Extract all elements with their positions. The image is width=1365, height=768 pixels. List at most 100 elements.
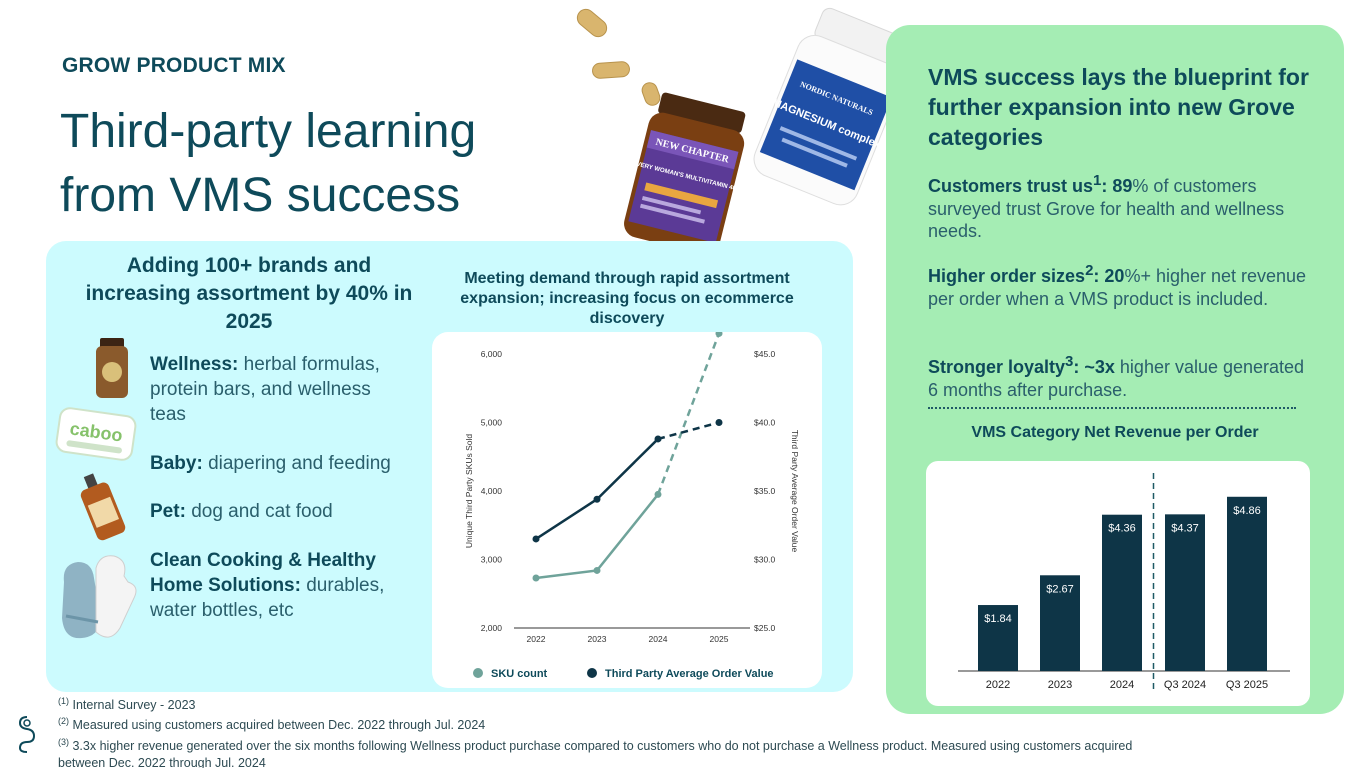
footnote-number: (2) [58, 716, 69, 726]
x-tick-label: 2024 [1110, 679, 1134, 691]
capsule-icon [591, 60, 631, 80]
grove-logo-icon [14, 714, 40, 754]
stat-label: Customers trust us [928, 176, 1094, 196]
x-tick-label: 2024 [649, 634, 668, 644]
footnote-1: (1) Internal Survey - 2023 [58, 693, 195, 714]
stat-description: % of customers surveyed trust Grove for … [928, 176, 1285, 241]
category-label: Baby: [150, 453, 203, 474]
vms-success-heading: VMS success lays the blueprint for furth… [928, 64, 1309, 150]
category-description: herbal formulas, protein bars, and welln… [150, 354, 380, 425]
footnote-2: (2) Measured using customers acquired be… [58, 713, 485, 734]
stat-value: 89 [1112, 176, 1133, 196]
sku-aov-chart-card: 2,000 3,000 4,000 5,000 6,000 $25.0 $30.0 $35.0… [432, 332, 822, 688]
category-wellness: Wellness: herbal formulas, protein bars,… [150, 352, 410, 427]
wipes-pack-icon: caboo [54, 404, 138, 469]
y-tick-label: 2,000 [481, 623, 503, 633]
stat-separator: : [1093, 266, 1105, 286]
x-tick-label: 2022 [527, 634, 546, 644]
data-point [593, 495, 601, 503]
category-description: durables, water bottles, etc [150, 575, 385, 621]
footnote-number: (1) [58, 696, 69, 706]
category-baby: Baby: diapering and feeding [150, 451, 410, 476]
legend-marker [587, 668, 597, 678]
x-tick-label: Q3 2024 [1164, 679, 1206, 691]
category-pet: Pet: dog and cat food [150, 499, 410, 524]
bar-value-label: $2.67 [1046, 583, 1074, 595]
x-tick-label: 2022 [986, 679, 1010, 691]
bar-value-label: $4.86 [1233, 505, 1261, 517]
x-tick-label: 2025 [710, 634, 729, 644]
legend-label: SKU count [491, 668, 548, 680]
legend-marker [473, 668, 483, 678]
revenue-bar [1165, 514, 1205, 671]
y-tick-label: 5,000 [481, 418, 503, 428]
data-point [654, 490, 662, 498]
stat-label: Higher order sizes [928, 266, 1086, 286]
section-eyebrow: GROW PRODUCT MIX [62, 54, 286, 77]
y2-tick-label: $35.0 [754, 486, 776, 496]
revenue-chart-card: $1.84 2022 $2.67 2023 $4.36 2024 $4.37 Q3 2024 $… [926, 461, 1310, 706]
x-tick-label: 2023 [1048, 679, 1072, 691]
data-point [715, 332, 723, 337]
capsule-icon [573, 5, 611, 41]
stat-footnote-ref: 3 [1065, 353, 1074, 370]
category-label: Wellness: [150, 354, 239, 375]
oven-mitts-icon [56, 552, 142, 649]
data-point [532, 535, 540, 543]
stat-value: 3x [1094, 357, 1115, 377]
pet-shampoo-bottle-icon [70, 470, 136, 547]
data-point [715, 419, 723, 426]
category-description: diapering and feeding [208, 453, 391, 474]
y-tick-label: 6,000 [481, 349, 503, 359]
brand-expansion-heading: Adding 100+ brands and increasing assort… [85, 254, 413, 333]
revenue-bar-chart: $1.84 2022 $2.67 2023 $4.36 2024 $4.37 Q3 2024 $… [958, 473, 1290, 693]
y2-tick-label: $25.0 [754, 623, 776, 633]
data-point [532, 574, 540, 582]
y2-tick-label: $40.0 [754, 418, 776, 428]
stat-separator: : [1101, 176, 1113, 196]
stat-value: 20 [1104, 266, 1125, 286]
page-title: Third-party learning from VMS success [60, 105, 477, 222]
x-tick-label: 2023 [588, 634, 607, 644]
magnesium-bottle-image: NORDIC NATURALS MAGNESIUM complex [739, 0, 926, 218]
stat-loyalty: Stronger loyalty3: ~3x higher value gene… [928, 351, 1318, 401]
y2-tick-label: $45.0 [754, 349, 776, 359]
sku-aov-line-chart: 2,000 3,000 4,000 5,000 6,000 $25.0 $30.0 $35.0… [464, 332, 800, 680]
stat-label: Stronger loyalty [928, 357, 1066, 377]
revenue-bar [1040, 575, 1080, 671]
data-point [654, 435, 662, 443]
footnote-text: 3.3x higher revenue generated over the s… [58, 739, 1133, 768]
footnote-text: Measured using customers acquired betwee… [72, 718, 486, 733]
bar-value-label: $1.84 [984, 613, 1012, 625]
stat-customer-trust: Customers trust us1: 89% of customers su… [928, 170, 1318, 243]
dotted-divider [928, 407, 1296, 409]
stat-separator: : ~ [1073, 357, 1095, 377]
data-point [593, 566, 601, 574]
series-line-0 [535, 493, 659, 580]
y-tick-label: 3,000 [481, 555, 503, 565]
supplement-jar-icon [94, 338, 130, 405]
stat-footnote-ref: 1 [1093, 172, 1102, 189]
revenue-bar [978, 605, 1018, 671]
revenue-bar [1102, 514, 1142, 671]
footnote-number: (3) [58, 737, 69, 747]
series-projection-line-1 [657, 421, 720, 441]
stat-footnote-ref: 2 [1085, 262, 1094, 279]
vitamin-bottle-image: NEW CHAPTER EVERY WOMAN'S MULTIVITAMIN 4… [614, 81, 759, 263]
bar-value-label: $4.37 [1171, 522, 1199, 534]
stat-description: higher value generated 6 months after pu… [928, 357, 1305, 400]
category-label: Clean Cooking & Healthy Home Solutions: [150, 550, 376, 596]
footnote-text: Internal Survey - 2023 [72, 698, 196, 713]
revenue-chart-title: VMS Category Net Revenue per Order [971, 424, 1259, 441]
series-projection-line-0 [656, 333, 721, 495]
series-line-1 [535, 438, 659, 540]
x-tick-label: Q3 2025 [1226, 679, 1268, 691]
stat-description: %+ higher net revenue per order when a V… [928, 266, 1307, 309]
category-label: Pet: [150, 501, 186, 522]
category-home: Clean Cooking & Healthy Home Solutions: … [150, 548, 410, 623]
y-tick-label: 4,000 [481, 486, 503, 496]
y2-axis-label: Third Party Average Order Value [790, 430, 800, 553]
footnote-3: (3) 3.3x higher revenue generated over t… [58, 734, 1138, 768]
category-description: dog and cat food [191, 501, 333, 522]
sku-chart-title: Meeting demand through rapid assortment … [460, 270, 794, 327]
